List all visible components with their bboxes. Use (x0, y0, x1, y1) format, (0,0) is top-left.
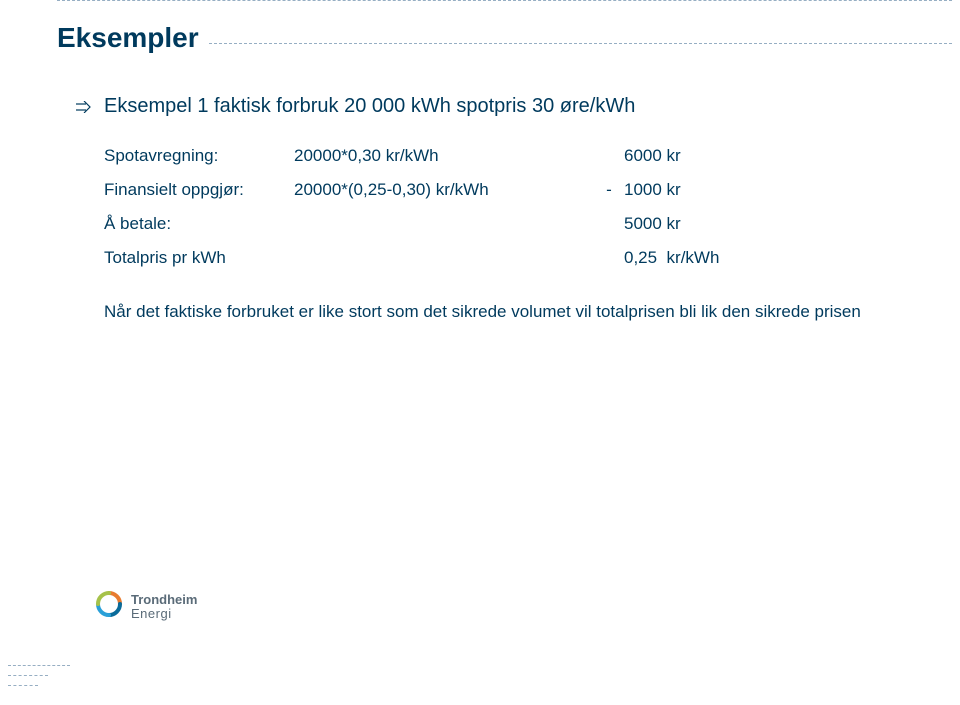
example-heading: Eksempel 1 faktisk forbruk 20 000 kWh sp… (104, 95, 635, 118)
title-row: Eksempler (57, 22, 952, 54)
accent-dash (8, 685, 38, 687)
row-formula: 20000*0,30 kr/kWh (294, 146, 594, 166)
accent-dash (8, 675, 48, 677)
logo-swirl-icon (95, 590, 123, 623)
calculation-table: Spotavregning: 20000*0,30 kr/kWh 6000 kr… (104, 146, 900, 268)
arrow-bullet-icon (76, 101, 96, 113)
footnote-text: Når det faktiske forbruket er like stort… (104, 302, 900, 322)
row-value: 6000 kr (624, 146, 744, 166)
logo-line2: Energi (131, 606, 172, 621)
table-row: Spotavregning: 20000*0,30 kr/kWh 6000 kr (104, 146, 900, 166)
row-value: 5000 kr (624, 214, 744, 234)
table-row: Finansielt oppgjør: 20000*(0,25-0,30) kr… (104, 180, 900, 200)
row-label: Totalpris pr kWh (104, 248, 294, 268)
row-value: 0,25 kr/kWh (624, 248, 744, 268)
row-label: Spotavregning: (104, 146, 294, 166)
example-heading-row: Eksempel 1 faktisk forbruk 20 000 kWh sp… (104, 95, 900, 118)
logo-text: Trondheim Energi (131, 593, 197, 620)
content-area: Eksempel 1 faktisk forbruk 20 000 kWh sp… (104, 95, 900, 322)
top-accent-dashed-line (57, 0, 952, 1)
row-formula: 20000*(0,25-0,30) kr/kWh (294, 180, 594, 200)
row-sign: - (594, 180, 624, 200)
bottom-left-accent (8, 657, 70, 687)
row-value: 1000 kr (624, 180, 744, 200)
brand-logo: Trondheim Energi (95, 590, 197, 623)
table-row: Totalpris pr kWh 0,25 kr/kWh (104, 248, 900, 268)
page-title: Eksempler (57, 22, 209, 54)
accent-dash (8, 665, 70, 667)
slide: Eksempler Eksempel 1 faktisk forbruk 20 … (0, 0, 960, 705)
title-dashed-rule (209, 43, 952, 44)
row-label: Finansielt oppgjør: (104, 180, 294, 200)
row-label: Å betale: (104, 214, 294, 234)
table-row: Å betale: 5000 kr (104, 214, 900, 234)
